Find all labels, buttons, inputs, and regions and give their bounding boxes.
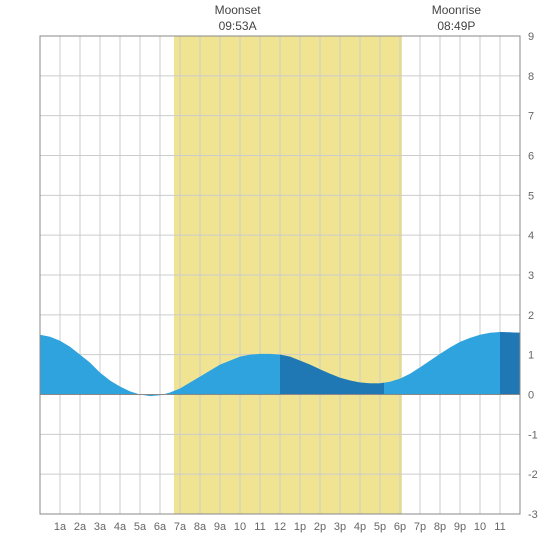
y-tick-label: -3 bbox=[528, 509, 538, 521]
x-tick-label: 5p bbox=[374, 521, 386, 533]
tide-chart: 1a2a3a4a5a6a7a8a9a1011121p2p3p4p5p6p7p8p… bbox=[0, 0, 550, 550]
x-tick-label: 7a bbox=[174, 521, 187, 533]
x-tick-label: 11 bbox=[494, 521, 505, 533]
y-tick-label: 7 bbox=[528, 111, 534, 123]
y-tick-label: -2 bbox=[528, 469, 538, 481]
y-tick-label: 5 bbox=[528, 190, 534, 202]
x-tick-label: 1a bbox=[54, 521, 67, 533]
x-tick-label: 11 bbox=[254, 521, 265, 533]
y-tick-label: 1 bbox=[528, 350, 534, 362]
x-tick-label: 2p bbox=[314, 521, 326, 533]
x-tick-labels: 1a 2a 3a 4a 5a 6a 7a 8a 9a 10 11 12 1p 2p 3p 4p 5p 6p 7p 8p… bbox=[54, 521, 506, 533]
x-tick-label: 6a bbox=[154, 521, 167, 533]
x-tick-label: 4p bbox=[354, 521, 366, 533]
x-tick-label: 8a bbox=[194, 521, 207, 533]
y-tick-label: 9 bbox=[528, 31, 534, 43]
x-tick-label: 10 bbox=[234, 521, 246, 533]
x-tick-label: 4a bbox=[114, 521, 127, 533]
x-tick-label: 2a bbox=[74, 521, 87, 533]
y-tick-label: 8 bbox=[528, 71, 534, 83]
moonset-time: 09:53A bbox=[198, 18, 278, 34]
y-tick-label: -1 bbox=[528, 429, 538, 441]
y-tick-label: 6 bbox=[528, 151, 534, 163]
x-tick-label: 6p bbox=[394, 521, 406, 533]
y-tick-label: 3 bbox=[528, 270, 534, 282]
y-tick-label: 4 bbox=[528, 230, 534, 242]
moonrise-label: Moonrise bbox=[416, 2, 496, 18]
moonrise-annotation: Moonrise 08:49P bbox=[416, 2, 496, 34]
y-tick-label: 2 bbox=[528, 310, 534, 322]
tide-chart-container: Moonset 09:53A Moonrise 08:49P 1a 2a 3a 4a 5… bbox=[0, 0, 550, 550]
x-tick-label: 9p bbox=[454, 521, 466, 533]
moonset-label: Moonset bbox=[198, 2, 278, 18]
x-tick-label: 10 bbox=[474, 521, 486, 533]
x-tick-label: 7p bbox=[414, 521, 426, 533]
x-tick-label: 1p bbox=[294, 521, 306, 533]
x-tick-label: 3a bbox=[94, 521, 107, 533]
x-tick-label: 5a bbox=[134, 521, 147, 533]
moonset-annotation: Moonset 09:53A bbox=[198, 2, 278, 34]
x-tick-label: 9a bbox=[214, 521, 227, 533]
x-tick-label: 12 bbox=[274, 521, 286, 533]
moonrise-time: 08:49P bbox=[416, 18, 496, 34]
y-tick-label: 0 bbox=[528, 390, 534, 402]
y-tick-labels: -3 -2 -1 0 1 2 3 4 5 6 7 8 9 bbox=[528, 31, 538, 521]
x-tick-label: 3p bbox=[334, 521, 346, 533]
x-tick-label: 8p bbox=[434, 521, 446, 533]
